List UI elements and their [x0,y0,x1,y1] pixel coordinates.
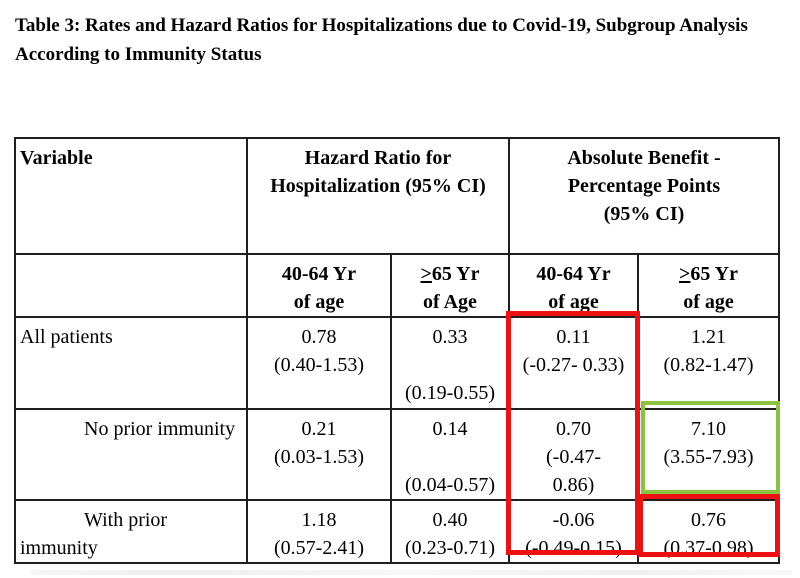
cell-ab-ge65-all: 1.21 (0.82-1.47) [637,316,780,410]
subheader-hr-40-64: 40-64 Yr of age [246,253,392,318]
subheader-line: of Age [423,291,477,313]
confidence-interval: (3.55-7.93) [663,446,754,468]
hazard-header-line: Hospitalization (95% CI) [270,175,486,197]
subheader-age-text: 65 Yr [431,263,480,285]
header-cell-variable: Variable [14,137,248,255]
cell-ab-40-64-noprior: 0.70 (-0.47- 0.86) [508,408,639,501]
blank-line [396,351,504,379]
confidence-interval: (-0.27- 0.33) [522,354,625,376]
cell-ab-ge65-noprior: 7.10 (3.55-7.93) [637,408,780,501]
header-cell-absolute-benefit: Absolute Benefit - Percentage Points (95… [508,137,780,255]
subheader-line: of age [683,291,734,313]
cell-hr-40-64-noprior: 0.21 (0.03-1.53) [246,408,392,501]
subgroup-analysis-table: Variable Hazard Ratio for Hospitalizatio… [14,137,780,564]
estimate-value: -0.06 [552,509,595,531]
absolute-header-line: (95% CI) [603,203,685,225]
estimate-value: 1.18 [301,509,337,531]
confidence-interval: (0.23-0.71) [405,537,495,559]
estimate-value: 1.21 [691,326,726,348]
cell-ab-40-64-withprior: -0.06 (-0.49-0.15) [508,499,639,564]
confidence-interval: (0.03-1.53) [274,446,364,468]
absolute-header-line: Percentage Points [567,175,721,197]
confidence-interval: (0.40-1.53) [274,354,364,376]
confidence-interval: 0.86) [552,474,595,496]
subheader-ab-ge65: >65 Yr of age [637,253,780,318]
estimate-value: 0.33 [432,326,468,348]
estimate-value: 7.10 [691,418,726,440]
table-row: All patients 0.78 (0.40-1.53) 0.33 (0.19… [14,316,780,410]
row-label-text: No prior immunity [84,418,236,440]
confidence-interval: (0.82-1.47) [663,354,754,376]
subheader-ab-40-64: 40-64 Yr of age [508,253,639,318]
cell-hr-ge65-withprior: 0.40 (0.23-0.71) [390,499,510,564]
estimate-value: 0.21 [301,418,337,440]
row-label-text: With prior immunity [20,509,168,559]
estimate-value: 0.76 [691,509,726,531]
subheader-line: of age [293,291,345,313]
confidence-interval: (0.57-2.41) [274,537,364,559]
cell-ab-ge65-withprior: 0.76 (0.37-0.98) [637,499,780,564]
cell-hr-40-64-withprior: 1.18 (0.57-2.41) [246,499,392,564]
header-cell-hazard-ratio: Hazard Ratio for Hospitalization (95% CI… [246,137,510,255]
estimate-value: 0.78 [301,326,337,348]
subheader-line: 40-64 Yr [281,263,357,285]
cell-hr-ge65-noprior: 0.14 (0.04-0.57) [390,408,510,501]
cell-ab-40-64-all: 0.11 (-0.27- 0.33) [508,316,639,410]
row-label-all-patients: All patients [14,316,248,410]
confidence-interval: (-0.47- [546,446,601,468]
subheader-line: >65 Yr [396,260,504,288]
cell-hr-40-64-all: 0.78 (0.40-1.53) [246,316,392,410]
geq-symbol: > [420,263,432,285]
row-label-text: All patients [20,326,113,348]
confidence-interval: (0.37-0.98) [663,537,754,559]
table-row: With prior immunity 1.18 (0.57-2.41) 0.4… [14,499,780,564]
table-row: No prior immunity 0.21 (0.03-1.53) 0.14 … [14,408,780,501]
confidence-interval: (-0.49-0.15) [525,537,622,559]
estimate-value: 0.14 [432,418,468,440]
row-label-with-prior-immunity: With prior immunity [14,499,248,564]
estimate-value: 0.11 [556,326,591,348]
caption-line-2: According to Immunity Status [15,44,262,65]
subheader-age-text: 65 Yr [690,263,738,285]
scan-artifact [30,570,792,575]
estimate-value: 0.40 [432,509,468,531]
confidence-interval: (0.04-0.57) [405,474,495,496]
hazard-header-line: Hazard Ratio for [304,147,452,169]
absolute-header-line: Absolute Benefit - [567,147,721,169]
subheader-line: 40-64 Yr [536,263,611,285]
cell-hr-ge65-all: 0.33 (0.19-0.55) [390,316,510,410]
subheader-line: of age [548,291,599,313]
geq-symbol: > [679,263,691,285]
subheader-empty-cell [14,253,248,318]
table-caption: Table 3: Rates and Hazard Ratios for Hos… [15,11,748,69]
row-label-no-prior-immunity: No prior immunity [14,408,248,501]
subheader-line: >65 Yr [643,260,774,288]
caption-line-1: Table 3: Rates and Hazard Ratios for Hos… [15,15,748,36]
header-variable-label: Variable [20,147,93,169]
subheader-hr-ge65: >65 Yr of Age [390,253,510,318]
confidence-interval: (0.19-0.55) [405,382,495,404]
estimate-value: 0.70 [556,418,591,440]
blank-line [396,443,504,471]
